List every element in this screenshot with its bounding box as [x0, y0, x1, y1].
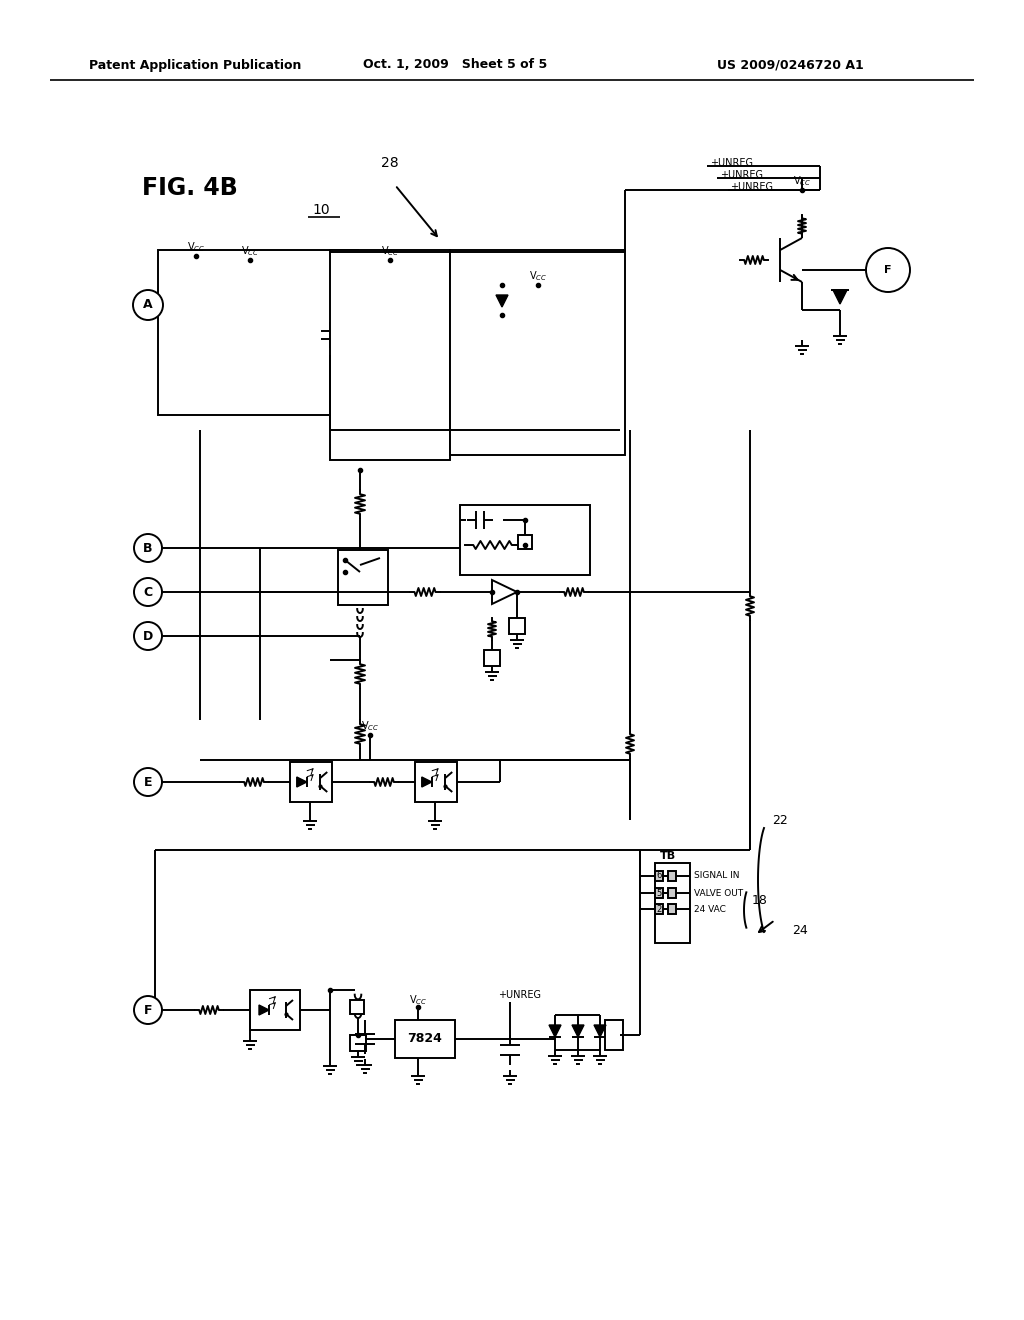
Circle shape: [134, 535, 162, 562]
Text: 7824: 7824: [408, 1032, 442, 1045]
Bar: [655, 888, 663, 898]
Circle shape: [134, 578, 162, 606]
Text: US 2009/0246720 A1: US 2009/0246720 A1: [717, 58, 863, 71]
Polygon shape: [572, 1026, 584, 1038]
Text: FIG. 4B: FIG. 4B: [142, 176, 238, 201]
Text: V$_{CC}$: V$_{CC}$: [409, 993, 427, 1007]
Text: VALVE OUT: VALVE OUT: [694, 888, 743, 898]
Bar: [605, 1020, 623, 1049]
Bar: [655, 904, 663, 913]
Bar: [450, 249, 625, 455]
Text: V$_{CC}$: V$_{CC}$: [793, 174, 811, 187]
Text: +UNREG: +UNREG: [730, 182, 773, 191]
Circle shape: [866, 248, 910, 292]
Bar: [460, 506, 590, 576]
Text: 28: 28: [381, 156, 398, 170]
Polygon shape: [496, 294, 508, 308]
Text: V$_{CC}$: V$_{CC}$: [381, 244, 399, 257]
Text: 18: 18: [752, 894, 768, 907]
Text: F: F: [885, 265, 892, 275]
Text: 5: 5: [656, 888, 662, 898]
Text: C: C: [143, 586, 153, 598]
Bar: [668, 871, 676, 880]
Text: +UNREG: +UNREG: [710, 158, 753, 168]
Bar: [668, 904, 676, 913]
Bar: [509, 618, 525, 634]
Bar: [250, 990, 300, 1030]
Text: SIGNAL IN: SIGNAL IN: [694, 871, 739, 880]
Text: +UNREG: +UNREG: [499, 990, 542, 1001]
Text: 10: 10: [312, 203, 330, 216]
Bar: [415, 762, 457, 803]
Text: F: F: [143, 1003, 153, 1016]
Polygon shape: [594, 1026, 606, 1038]
Bar: [484, 649, 500, 667]
Bar: [330, 249, 450, 459]
Bar: [350, 1001, 364, 1014]
Bar: [158, 249, 358, 414]
Circle shape: [134, 997, 162, 1024]
Polygon shape: [422, 777, 432, 787]
Polygon shape: [259, 1005, 269, 1015]
Bar: [655, 863, 690, 942]
Bar: [350, 1035, 366, 1051]
Text: V$_{CC}$: V$_{CC}$: [360, 719, 379, 733]
Bar: [518, 535, 532, 549]
Text: 24: 24: [793, 924, 808, 936]
Text: Patent Application Publication: Patent Application Publication: [89, 58, 301, 71]
Polygon shape: [297, 777, 307, 787]
Text: D: D: [143, 630, 154, 643]
Bar: [338, 550, 388, 605]
Text: V$_{CC}$: V$_{CC}$: [241, 244, 259, 257]
Text: TB: TB: [660, 851, 676, 861]
Text: B: B: [143, 541, 153, 554]
Text: 2: 2: [656, 904, 662, 913]
Text: +UNREG: +UNREG: [720, 170, 763, 180]
Bar: [668, 888, 676, 898]
Text: 6: 6: [656, 871, 662, 880]
Polygon shape: [549, 1026, 561, 1038]
Text: 24 VAC: 24 VAC: [694, 904, 726, 913]
Bar: [395, 1020, 455, 1059]
Circle shape: [134, 622, 162, 649]
Text: V$_{CC}$: V$_{CC}$: [187, 240, 205, 253]
Text: V$_{CC}$: V$_{CC}$: [528, 269, 547, 282]
Polygon shape: [833, 290, 847, 304]
Text: 22: 22: [772, 813, 787, 826]
Text: Oct. 1, 2009   Sheet 5 of 5: Oct. 1, 2009 Sheet 5 of 5: [362, 58, 547, 71]
Text: A: A: [143, 298, 153, 312]
Circle shape: [133, 290, 163, 319]
Bar: [655, 871, 663, 880]
Bar: [290, 762, 332, 803]
Circle shape: [134, 768, 162, 796]
Text: E: E: [143, 776, 153, 788]
